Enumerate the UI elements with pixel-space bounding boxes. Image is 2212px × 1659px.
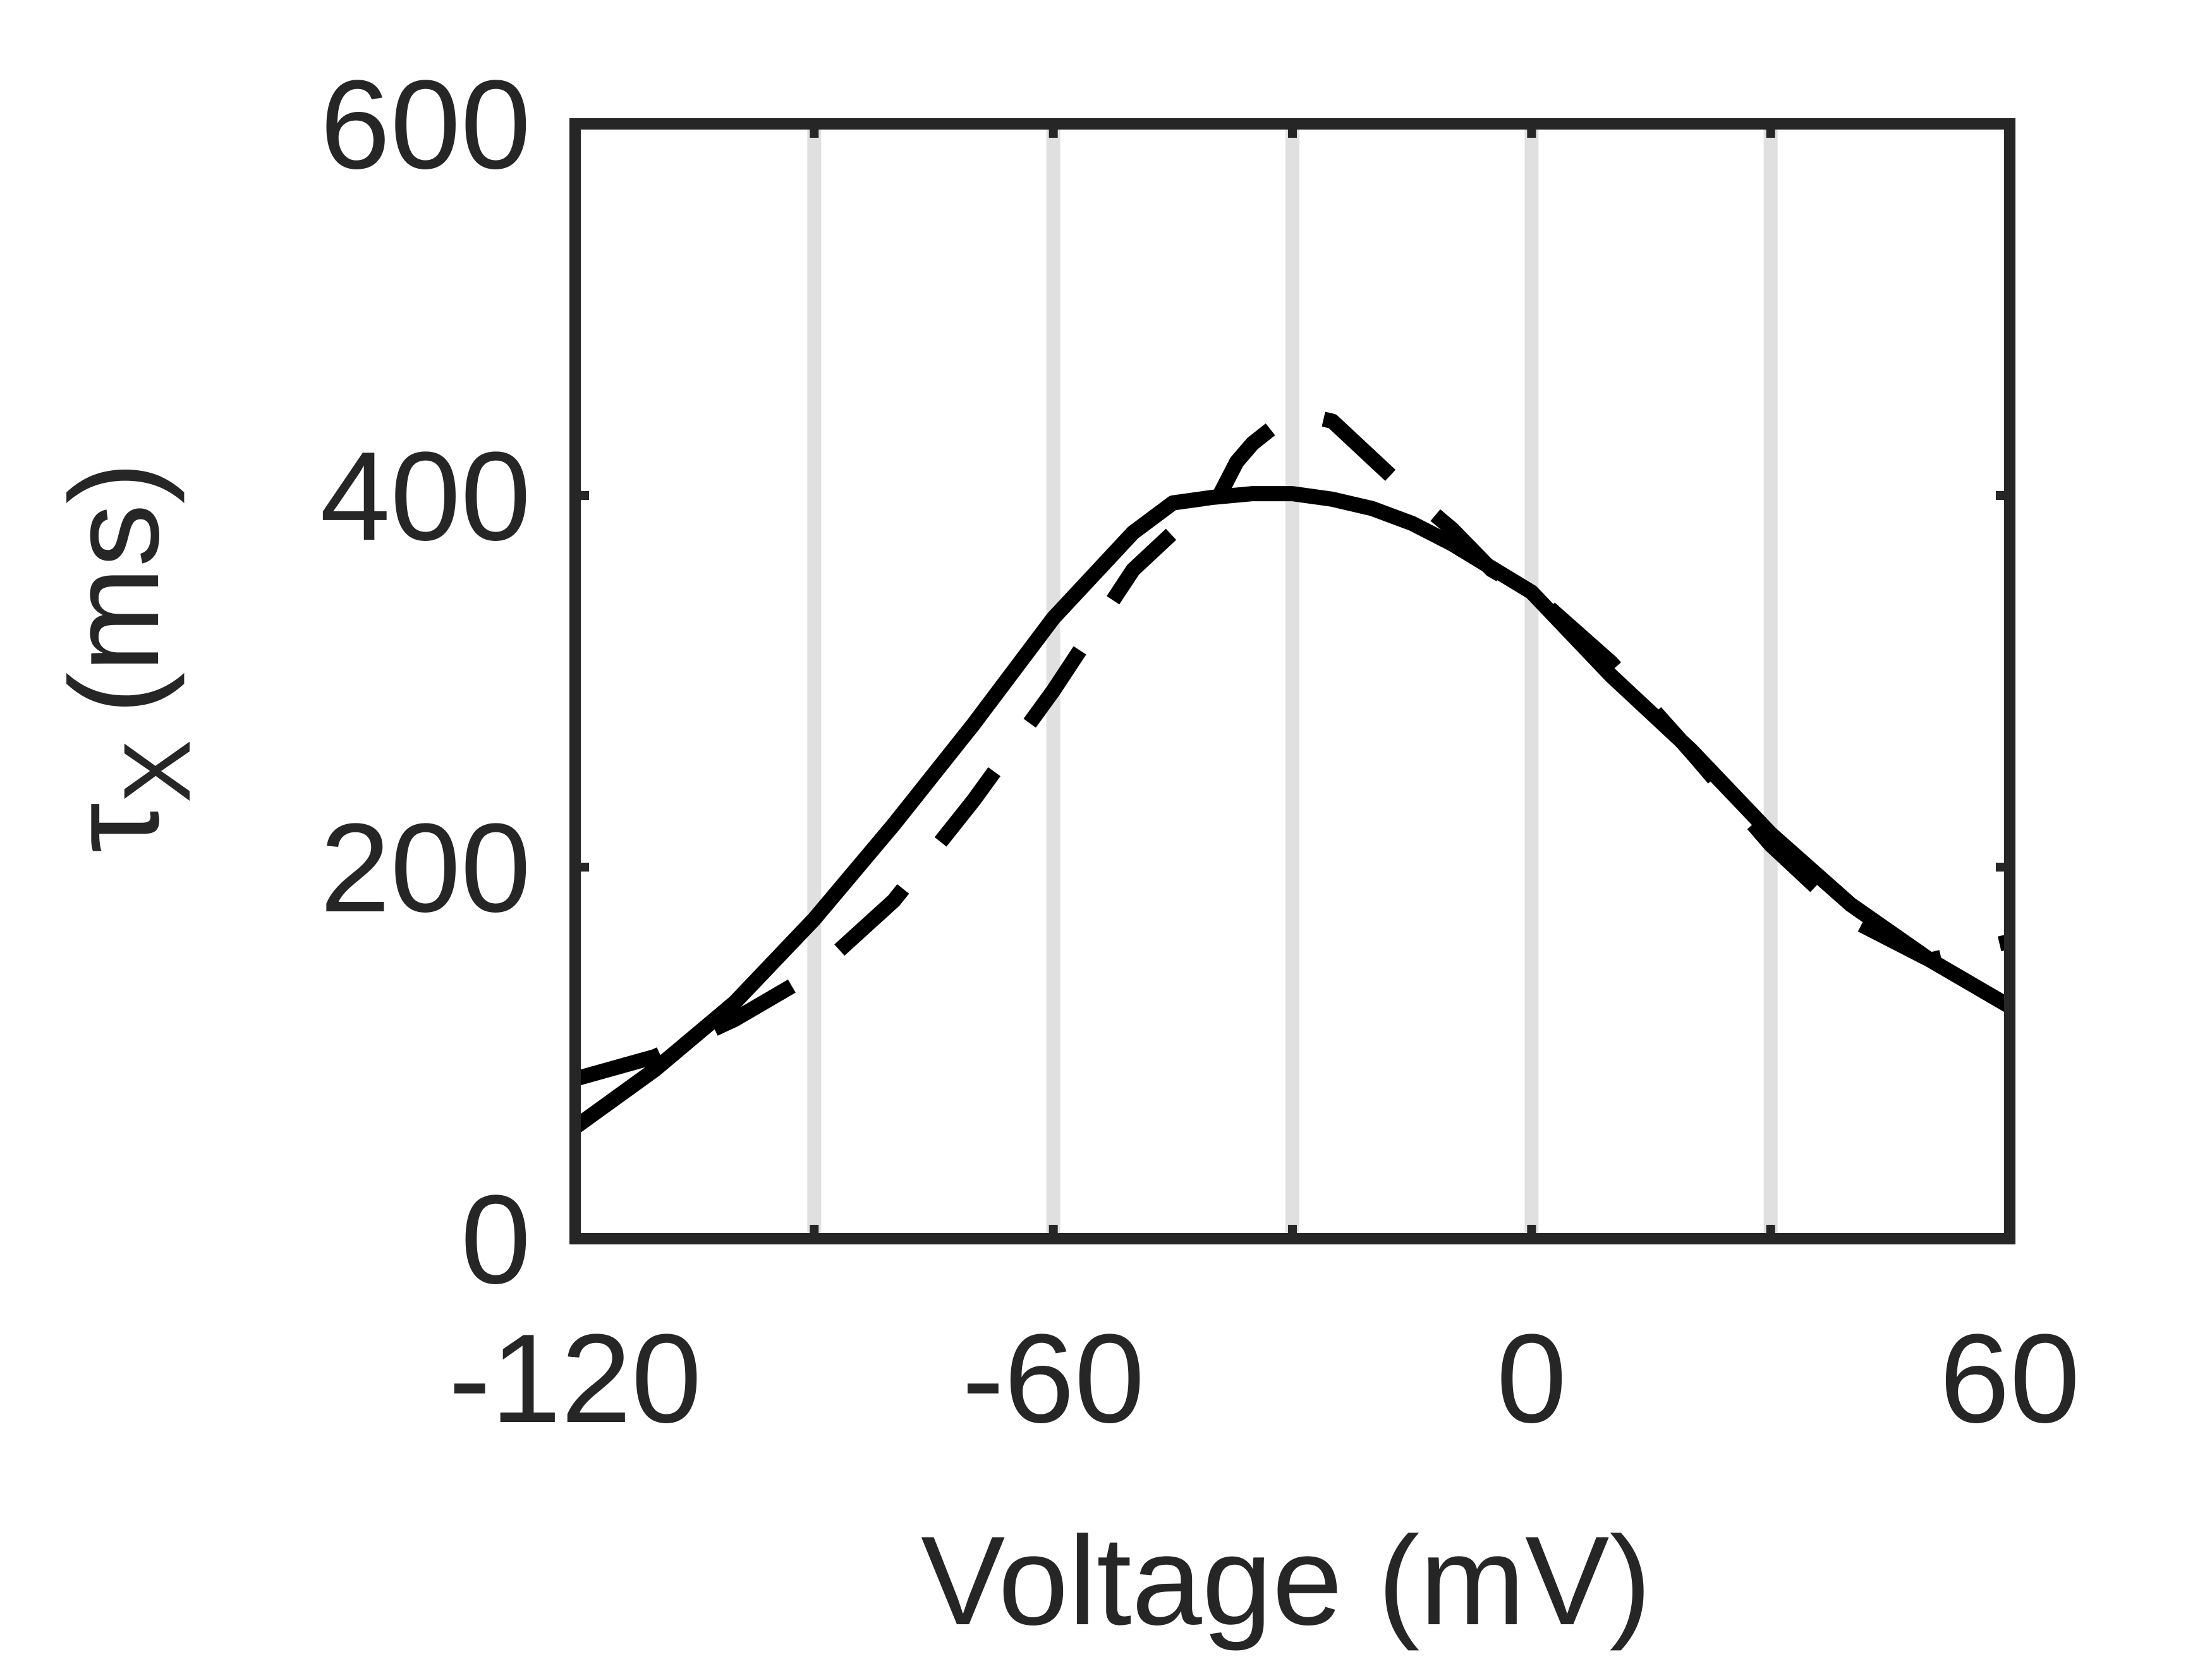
y-axis-label: τX (ms) (44, 462, 210, 853)
x-tick-labels: -120 -60 0 60 (449, 1308, 2080, 1449)
y-tick-label: 400 (320, 426, 531, 567)
x-tick-label: -60 (962, 1308, 1145, 1449)
x-tick-label: 0 (1497, 1308, 1567, 1449)
y-tick-label: 0 (461, 1169, 531, 1310)
y-axis-subscript: X (104, 739, 210, 803)
dashed-series-line (573, 404, 2012, 1086)
y-axis-unit: (ms) (44, 462, 185, 715)
x-tick-label: 60 (1940, 1308, 2080, 1449)
y-tick-labels: 0 200 400 600 (320, 54, 531, 1310)
y-tick-label: 200 (320, 798, 531, 939)
grid-lines (807, 124, 1778, 1239)
axis-ticks (575, 124, 2010, 1239)
y-tick-label: 600 (320, 54, 531, 195)
series-layer (570, 404, 2014, 1134)
x-axis-label: Voltage (mV) (921, 1510, 1651, 1651)
x-tick-label: -120 (449, 1308, 702, 1449)
y-axis-symbol: τ (44, 803, 185, 853)
solid-series-line (570, 486, 2014, 1134)
